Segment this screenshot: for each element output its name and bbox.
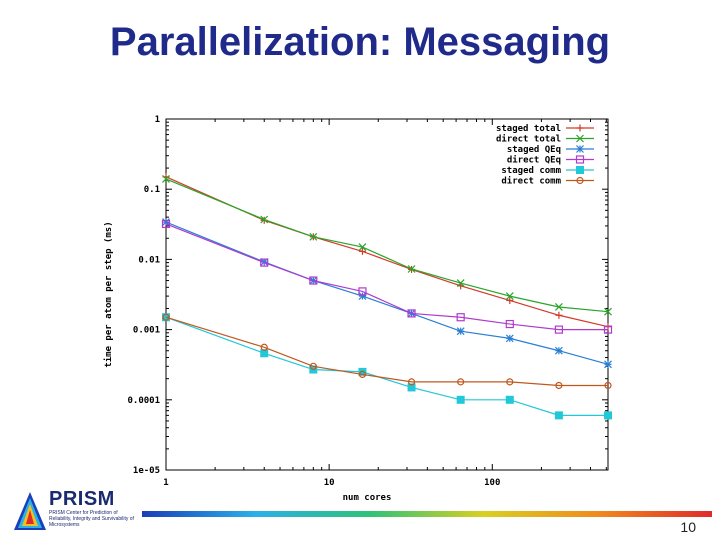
- x-tick-label: 100: [484, 478, 500, 488]
- marker-square-open: [554, 325, 563, 334]
- marker-cross: [407, 265, 416, 273]
- rainbow-divider: [142, 511, 712, 517]
- marker-square-filled: [554, 411, 563, 420]
- marker-circle: [358, 370, 367, 379]
- marker-circle: [576, 176, 584, 185]
- marker-square-open: [603, 325, 613, 334]
- legend-label: staged QEq: [507, 145, 561, 155]
- marker-square-filled: [456, 395, 465, 404]
- series-direct-qeq: [161, 219, 613, 334]
- x-tick-label: 1: [163, 478, 168, 488]
- y-tick-label: 1: [155, 115, 160, 125]
- plot-frame: [165, 118, 609, 471]
- y-tick-label: 0.01: [138, 255, 160, 265]
- marker-square-open: [407, 309, 416, 318]
- logo-subtitle: PRISM Center for Prediction of Reliabili…: [49, 510, 134, 528]
- marker-square-open: [456, 313, 465, 322]
- marker-circle: [457, 378, 465, 386]
- series-line: [165, 223, 608, 331]
- series-line: [165, 178, 609, 313]
- x-axis-label: num cores: [343, 493, 392, 503]
- series-direct-comm: [162, 313, 612, 390]
- marker-star: [358, 292, 367, 301]
- marker-star: [576, 145, 584, 153]
- series-staged-comm: [162, 313, 612, 420]
- marker-cross: [505, 292, 514, 301]
- marker-square-open: [358, 287, 367, 296]
- marker-square-open: [575, 155, 585, 164]
- series-line: [165, 316, 608, 416]
- marker-square-open: [505, 319, 514, 329]
- marker-cross: [162, 175, 170, 183]
- marker-circle: [604, 381, 612, 390]
- y-tick-label: 0.0001: [127, 396, 160, 406]
- marker-star: [456, 327, 465, 336]
- marker-cross: [554, 303, 563, 311]
- marker-circle: [506, 378, 514, 386]
- chart: 1e-05 0.0001 0.001 0.01 0.1 1 1 10 100 num cores t…: [103, 115, 613, 503]
- prism-logo: PRISM PRISM Center for Prediction of Rel…: [12, 488, 134, 534]
- y-tick-label: 1e-05: [133, 466, 160, 476]
- marker-square-filled: [505, 395, 514, 404]
- series-staged-total: [162, 173, 612, 331]
- marker-cross: [576, 134, 584, 143]
- series-line: [165, 221, 609, 365]
- legend-label: direct QEq: [507, 155, 561, 166]
- marker-circle: [555, 381, 563, 390]
- x-tick-label: 10: [324, 478, 335, 488]
- marker-square-open: [260, 258, 269, 267]
- marker-star: [554, 346, 563, 355]
- marker-star: [505, 334, 514, 343]
- marker-cross: [604, 307, 612, 316]
- marker-cross: [358, 243, 367, 251]
- marker-cross: [260, 215, 269, 224]
- series-staged-qeq: [162, 218, 612, 369]
- marker-cross: [309, 232, 318, 241]
- prism-logo-icon: [14, 492, 46, 530]
- marker-square-filled: [576, 166, 584, 174]
- logo-name: PRISM: [49, 488, 115, 510]
- marker-cross: [456, 279, 465, 287]
- marker-circle: [309, 362, 317, 370]
- legend-label: staged comm: [501, 166, 561, 176]
- legend-label: staged total: [496, 124, 561, 134]
- y-tick-label: 0.001: [133, 326, 160, 336]
- legend-label: direct comm: [501, 176, 561, 187]
- page-number: 10: [680, 519, 696, 535]
- slide-title: Parallelization: Messaging: [109, 20, 611, 64]
- series-line: [165, 316, 608, 387]
- marker-circle: [162, 313, 170, 321]
- marker-circle: [260, 343, 268, 351]
- series-direct-total: [162, 175, 612, 316]
- y-axis-label: time per atom per step (ms): [103, 221, 114, 367]
- marker-star: [162, 218, 170, 227]
- y-tick-label: 0.1: [144, 185, 160, 195]
- marker-square-open: [161, 219, 171, 229]
- marker-square-open: [309, 276, 318, 285]
- legend-label: direct total: [496, 134, 561, 145]
- marker-square-filled: [407, 383, 416, 392]
- marker-circle: [407, 378, 416, 386]
- marker-square-filled: [604, 411, 612, 420]
- marker-star: [604, 360, 612, 369]
